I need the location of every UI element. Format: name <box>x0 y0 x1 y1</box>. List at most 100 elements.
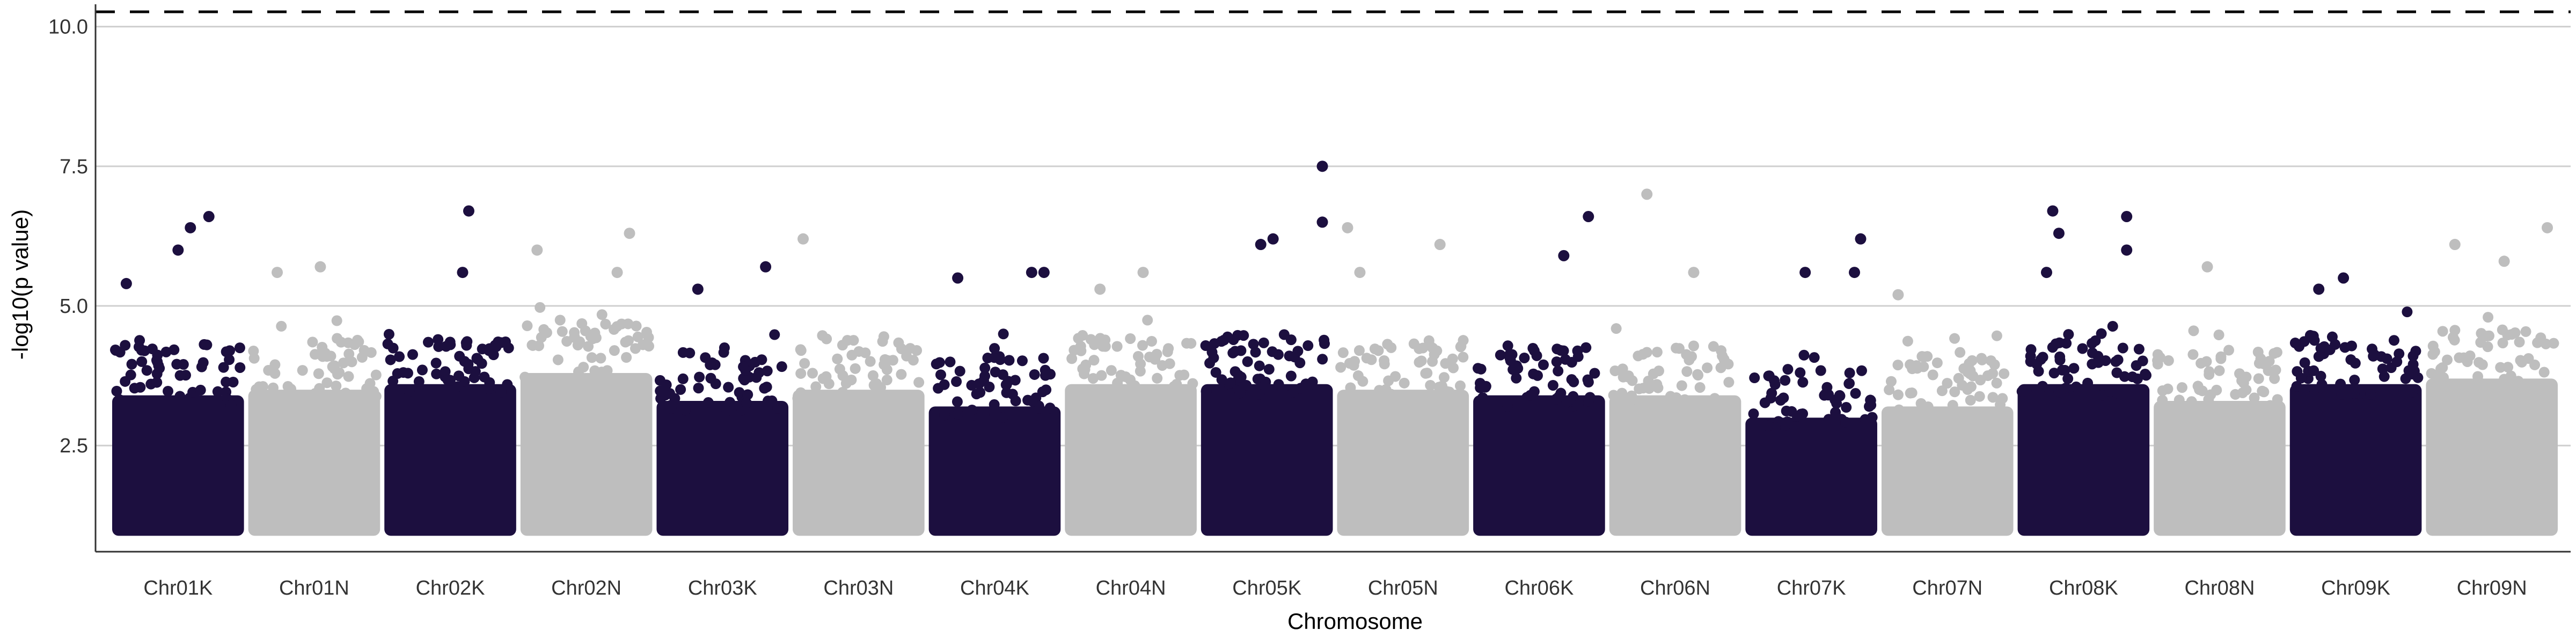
point-Chr04N-42 <box>1185 383 1196 394</box>
point-Chr09N-50 <box>2449 325 2461 336</box>
point-Chr01N-54 <box>338 357 349 369</box>
peak-point-27 <box>1583 211 1594 223</box>
peak-point-16 <box>1038 267 1050 279</box>
x-tick-label-Chr05N: Chr05N <box>1368 577 1438 599</box>
point-cluster-Chr02K <box>384 384 516 536</box>
point-Chr08N-13 <box>2265 400 2276 411</box>
point-Chr09K-10 <box>2335 378 2346 390</box>
point-Chr09K-54 <box>2381 353 2392 364</box>
point-Chr02N-31 <box>522 320 533 332</box>
point-Chr01K-50 <box>160 346 172 357</box>
point-Chr07N-30 <box>1936 385 1948 397</box>
point-Chr03N-25 <box>896 369 907 380</box>
point-cluster-Chr03K <box>656 400 789 536</box>
point-Chr03K-45 <box>655 385 666 397</box>
point-Chr07K-33 <box>1763 370 1774 382</box>
x-tick-label-Chr04N: Chr04N <box>1096 577 1166 599</box>
point-Chr06K-49 <box>1555 345 1567 356</box>
point-Chr05K-1 <box>1254 360 1265 371</box>
point-Chr05N-5 <box>1390 371 1401 382</box>
point-Chr05K-17 <box>1248 339 1259 350</box>
point-Chr07K-45 <box>1865 395 1876 406</box>
peak-point-40 <box>2338 272 2350 284</box>
point-Chr01N-35 <box>291 390 302 401</box>
point-Chr01K-48 <box>163 385 174 397</box>
point-Chr07K-51 <box>1820 389 1831 400</box>
point-Chr05K-36 <box>1242 356 1253 367</box>
point-Chr06K-6 <box>1519 352 1530 363</box>
point-Chr04N-30 <box>1163 343 1174 354</box>
point-Chr05N-36 <box>1399 377 1410 389</box>
point-Chr09K-45 <box>2336 389 2347 400</box>
peak-point-38 <box>2040 267 2052 279</box>
point-Chr02N-35 <box>632 331 643 342</box>
point-Chr01N-3 <box>269 368 281 379</box>
point-Chr05K-43 <box>1267 346 1278 357</box>
point-Chr06N-32 <box>1723 377 1735 388</box>
y-tick-labels: 2.5 5.0 7.5 10.0 <box>48 16 88 458</box>
point-Chr06N-35 <box>1617 363 1628 375</box>
point-Chr09K-51 <box>2388 335 2399 346</box>
point-Chr09K-49 <box>2348 388 2360 399</box>
point-Chr05K-28 <box>1235 371 1247 383</box>
point-Chr07K-32 <box>1795 367 1806 378</box>
point-Chr01N-17 <box>370 369 382 380</box>
point-Chr02K-47 <box>479 371 490 383</box>
point-Chr03K-53 <box>762 365 773 377</box>
point-Chr04K-7 <box>1029 369 1040 380</box>
point-Chr05K-48 <box>1278 329 1290 340</box>
point-Chr04K-29 <box>979 370 991 382</box>
point-Chr04N-51 <box>1185 338 1197 349</box>
point-Chr07N-22 <box>1985 355 1996 367</box>
point-Chr02N-28 <box>631 320 642 332</box>
point-Chr09N-15 <box>2515 355 2526 366</box>
y-tick-label-3: 10.0 <box>48 16 88 39</box>
point-Chr09N-30 <box>2454 352 2465 363</box>
point-Chr03K-47 <box>705 359 716 370</box>
point-Chr07N-47 <box>1911 360 1922 371</box>
peak-point-34 <box>2047 205 2059 217</box>
point-Chr05N-50 <box>1352 370 1364 382</box>
point-Chr06K-46 <box>1566 357 1577 368</box>
point-cluster-Chr04K <box>928 406 1061 536</box>
point-Chr03K-13 <box>766 395 778 406</box>
peak-point-17 <box>1094 283 1106 295</box>
point-Chr05N-41 <box>1348 393 1359 404</box>
point-Chr05K-3 <box>1201 386 1212 397</box>
peak-point-11 <box>760 261 772 273</box>
point-Chr06N-10 <box>1694 382 1706 393</box>
peak-point-25 <box>1434 239 1446 251</box>
point-Chr05N-9 <box>1438 372 1450 383</box>
point-Chr06K-32 <box>1528 368 1539 379</box>
point-Chr01K-33 <box>111 385 122 397</box>
point-Chr01K-22 <box>174 370 186 381</box>
point-Chr07N-4 <box>1892 360 1904 371</box>
point-Chr04K-19 <box>1034 402 1045 414</box>
point-Chr03N-7 <box>865 356 876 367</box>
point-Chr08N-0 <box>2174 394 2185 406</box>
point-Chr05K-29 <box>1263 364 1275 375</box>
point-Chr04K-45 <box>998 328 1009 340</box>
point-Chr01K-39 <box>225 399 237 411</box>
point-Chr08N-48 <box>2270 364 2281 376</box>
point-Chr01N-51 <box>340 387 352 399</box>
x-tick-label-Chr05K: Chr05K <box>1232 577 1301 599</box>
point-Chr01K-17 <box>174 391 186 402</box>
point-Chr06K-54 <box>1495 349 1506 361</box>
point-Chr06K-38 <box>1551 356 1562 368</box>
point-Chr03K-52 <box>751 372 762 383</box>
point-Chr02K-26 <box>387 342 399 354</box>
point-Chr01N-38 <box>276 320 287 332</box>
point-Chr05K-27 <box>1258 337 1269 348</box>
point-Chr09K-39 <box>2299 336 2310 347</box>
point-Chr04K-30 <box>967 404 978 415</box>
point-Chr07K-46 <box>1850 388 1861 399</box>
point-Chr05N-28 <box>1447 353 1458 364</box>
point-Chr04K-50 <box>1040 370 1051 381</box>
point-Chr03N-12 <box>867 370 879 381</box>
point-Chr02N-50 <box>582 378 593 389</box>
point-Chr03N-8 <box>881 375 892 386</box>
point-Chr07N-42 <box>1955 347 1966 358</box>
point-Chr04K-21 <box>990 367 1001 378</box>
point-Chr07N-49 <box>1987 392 1999 403</box>
